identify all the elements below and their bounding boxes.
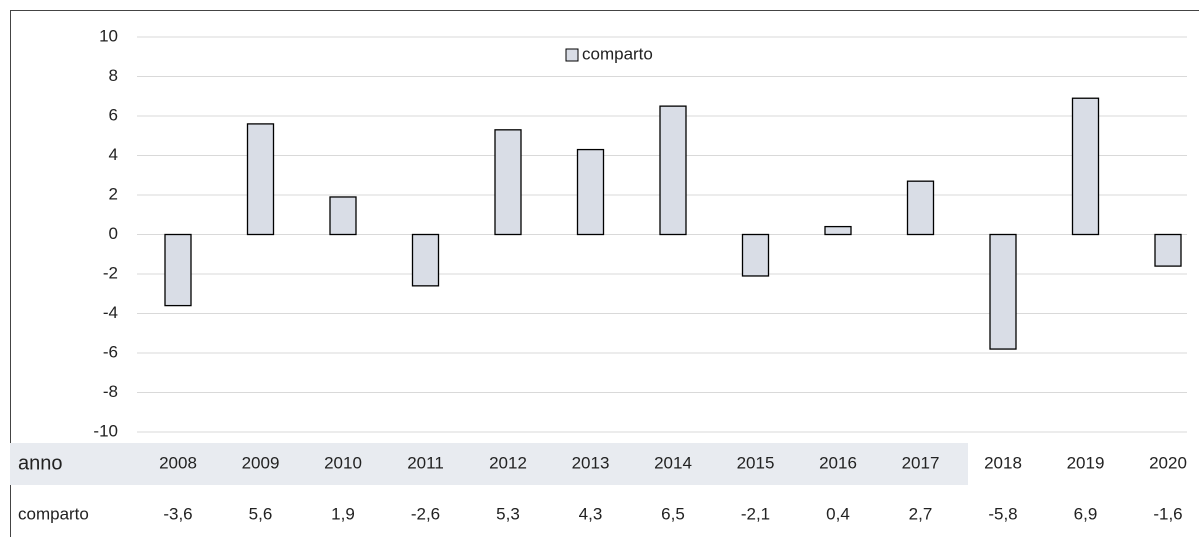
x-tick-label: 2011: [407, 453, 444, 472]
bar: [246, 123, 275, 236]
legend-swatch: [565, 48, 579, 62]
bar: [824, 225, 852, 236]
bar: [411, 233, 440, 287]
table-value: -2,1: [741, 504, 770, 523]
x-tick-label: 2008: [159, 453, 197, 472]
x-tick-label: 2009: [242, 453, 280, 472]
bar: [1154, 233, 1182, 267]
table-row-label: comparto: [18, 504, 89, 523]
x-tick-label: 2018: [984, 453, 1022, 472]
table-value: 2,7: [909, 504, 933, 523]
y-tick-label: -8: [103, 382, 118, 401]
table-value: 4,3: [579, 504, 603, 523]
x-tick-label: 2013: [572, 453, 610, 472]
table-value: 6,9: [1074, 504, 1098, 523]
legend-label: comparto: [582, 44, 653, 63]
y-tick-label: 6: [109, 105, 118, 124]
bar: [989, 233, 1017, 350]
y-tick-label: 2: [109, 184, 118, 203]
table-value: -3,6: [163, 504, 192, 523]
bar: [164, 233, 192, 307]
y-tick-label: 0: [109, 224, 118, 243]
table-header: anno: [18, 452, 63, 474]
table-value: 5,3: [496, 504, 520, 523]
bar: [741, 233, 770, 277]
table-value: 1,9: [331, 504, 355, 523]
y-tick-label: -2: [103, 263, 118, 282]
x-tick-label: 2017: [902, 453, 940, 472]
bar: [659, 105, 687, 236]
x-tick-label: 2014: [654, 453, 692, 472]
table-value: -5,8: [988, 504, 1017, 523]
x-tick-label: 2012: [489, 453, 527, 472]
y-tick-label: 10: [99, 26, 118, 45]
y-tick-label: 8: [109, 66, 118, 85]
bar: [576, 148, 605, 236]
y-tick-label: -4: [103, 303, 118, 322]
table-header-band: [10, 443, 968, 485]
chart-frame: [10, 10, 1199, 537]
bar: [1071, 97, 1100, 236]
table-value: 6,5: [661, 504, 685, 523]
x-tick-label: 2019: [1067, 453, 1105, 472]
table-value: -2,6: [411, 504, 440, 523]
x-tick-label: 2010: [324, 453, 362, 472]
y-tick-label: -6: [103, 342, 118, 361]
table-value: -1,6: [1153, 504, 1182, 523]
bar: [906, 180, 935, 236]
bar: [494, 129, 522, 236]
x-tick-label: 2020: [1149, 453, 1187, 472]
y-tick-label: 4: [109, 145, 118, 164]
bar: [329, 196, 357, 236]
x-tick-label: 2016: [819, 453, 857, 472]
y-tick-label: -10: [93, 421, 118, 440]
x-tick-label: 2015: [737, 453, 775, 472]
table-value: 5,6: [249, 504, 273, 523]
table-value: 0,4: [826, 504, 850, 523]
